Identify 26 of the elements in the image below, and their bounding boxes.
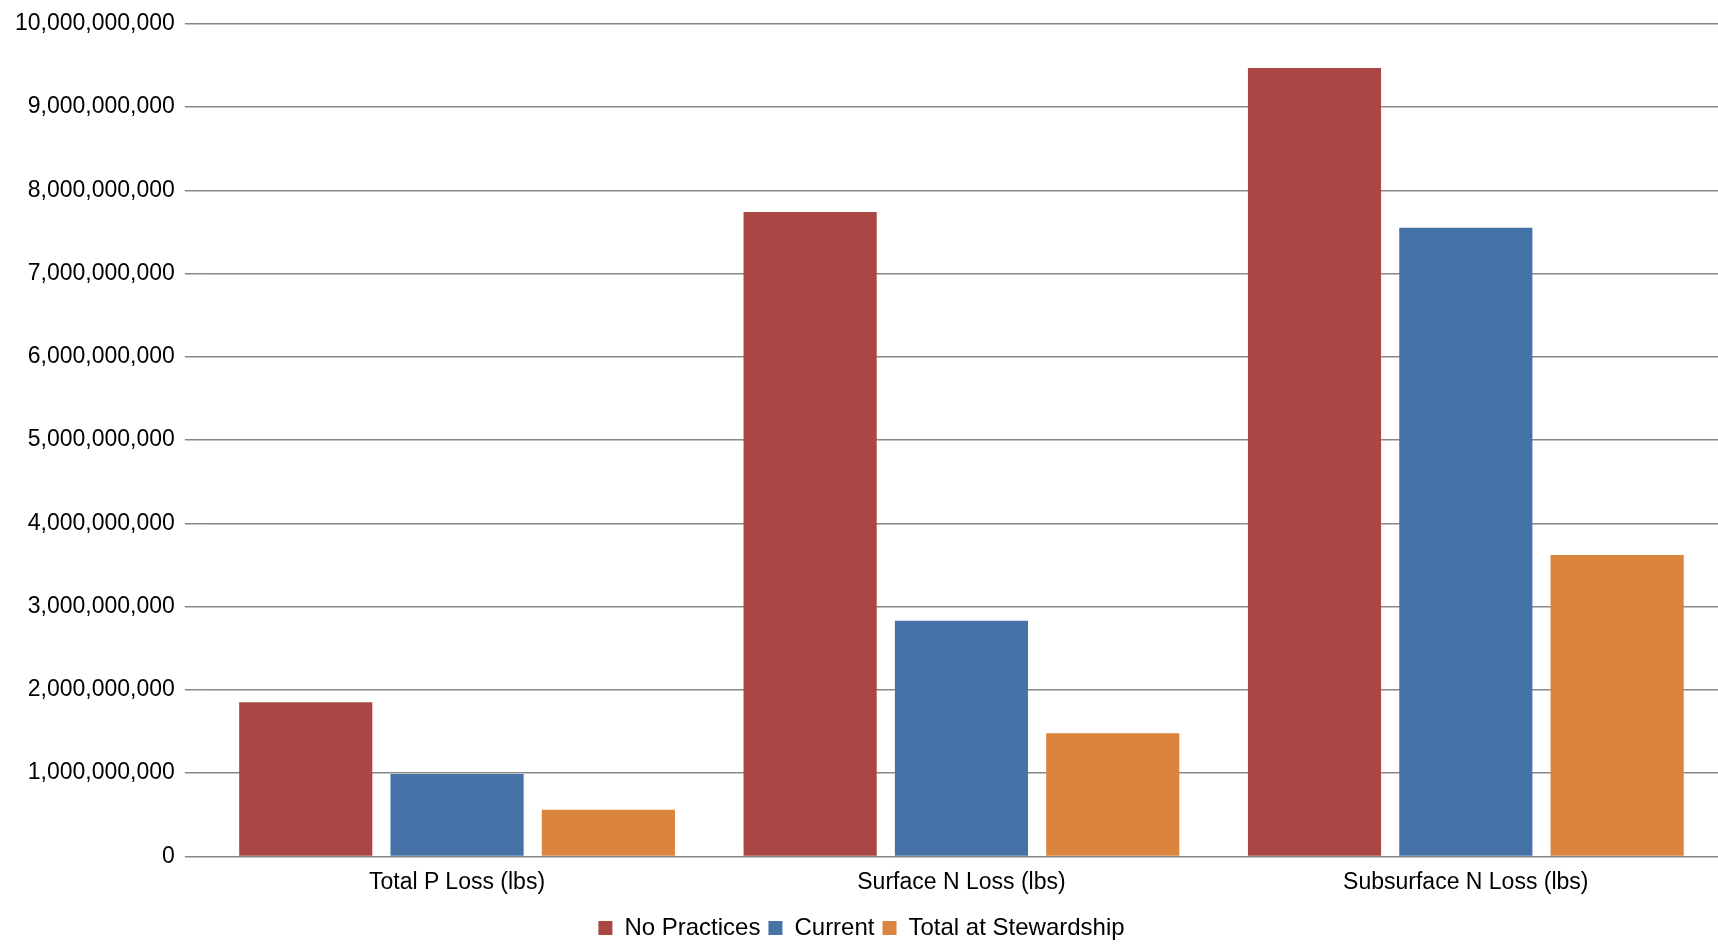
- x-tick-label: Total P Loss (lbs): [369, 867, 546, 894]
- y-tick-label: 5,000,000,000: [27, 425, 175, 452]
- bar: [743, 211, 877, 856]
- y-tick-label: 4,000,000,000: [27, 508, 175, 535]
- bar: [1247, 67, 1382, 856]
- legend-label: No Practices: [624, 912, 761, 940]
- x-tick-label: Subsurface N Loss (lbs): [1343, 867, 1589, 894]
- y-tick-label: 8,000,000,000: [27, 175, 175, 202]
- bar: [541, 809, 675, 856]
- bar: [894, 620, 1029, 856]
- bar: [239, 702, 373, 856]
- y-tick-label: 9,000,000,000: [27, 92, 175, 119]
- legend-label: Total at Stewardship: [908, 912, 1125, 940]
- legend-label: Current: [794, 912, 875, 940]
- x-tick-label: Surface N Loss (lbs): [857, 867, 1066, 894]
- y-tick-label: 7,000,000,000: [27, 258, 175, 285]
- bar: [1399, 227, 1533, 856]
- bar: [390, 773, 524, 856]
- y-tick-label: 0: [162, 841, 175, 868]
- y-tick-label: 1,000,000,000: [27, 758, 175, 785]
- bar: [1046, 733, 1180, 856]
- y-tick-label: 3,000,000,000: [27, 591, 175, 618]
- y-tick-label: 10,000,000,000: [14, 9, 175, 36]
- y-tick-label: 6,000,000,000: [27, 342, 175, 369]
- bar: [1550, 555, 1684, 856]
- y-tick-label: 2,000,000,000: [27, 675, 175, 702]
